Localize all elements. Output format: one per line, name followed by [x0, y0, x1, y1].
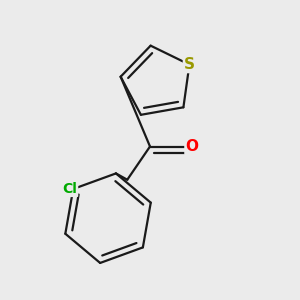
Text: Cl: Cl [62, 182, 77, 196]
Text: S: S [184, 57, 195, 72]
Text: O: O [185, 139, 199, 154]
